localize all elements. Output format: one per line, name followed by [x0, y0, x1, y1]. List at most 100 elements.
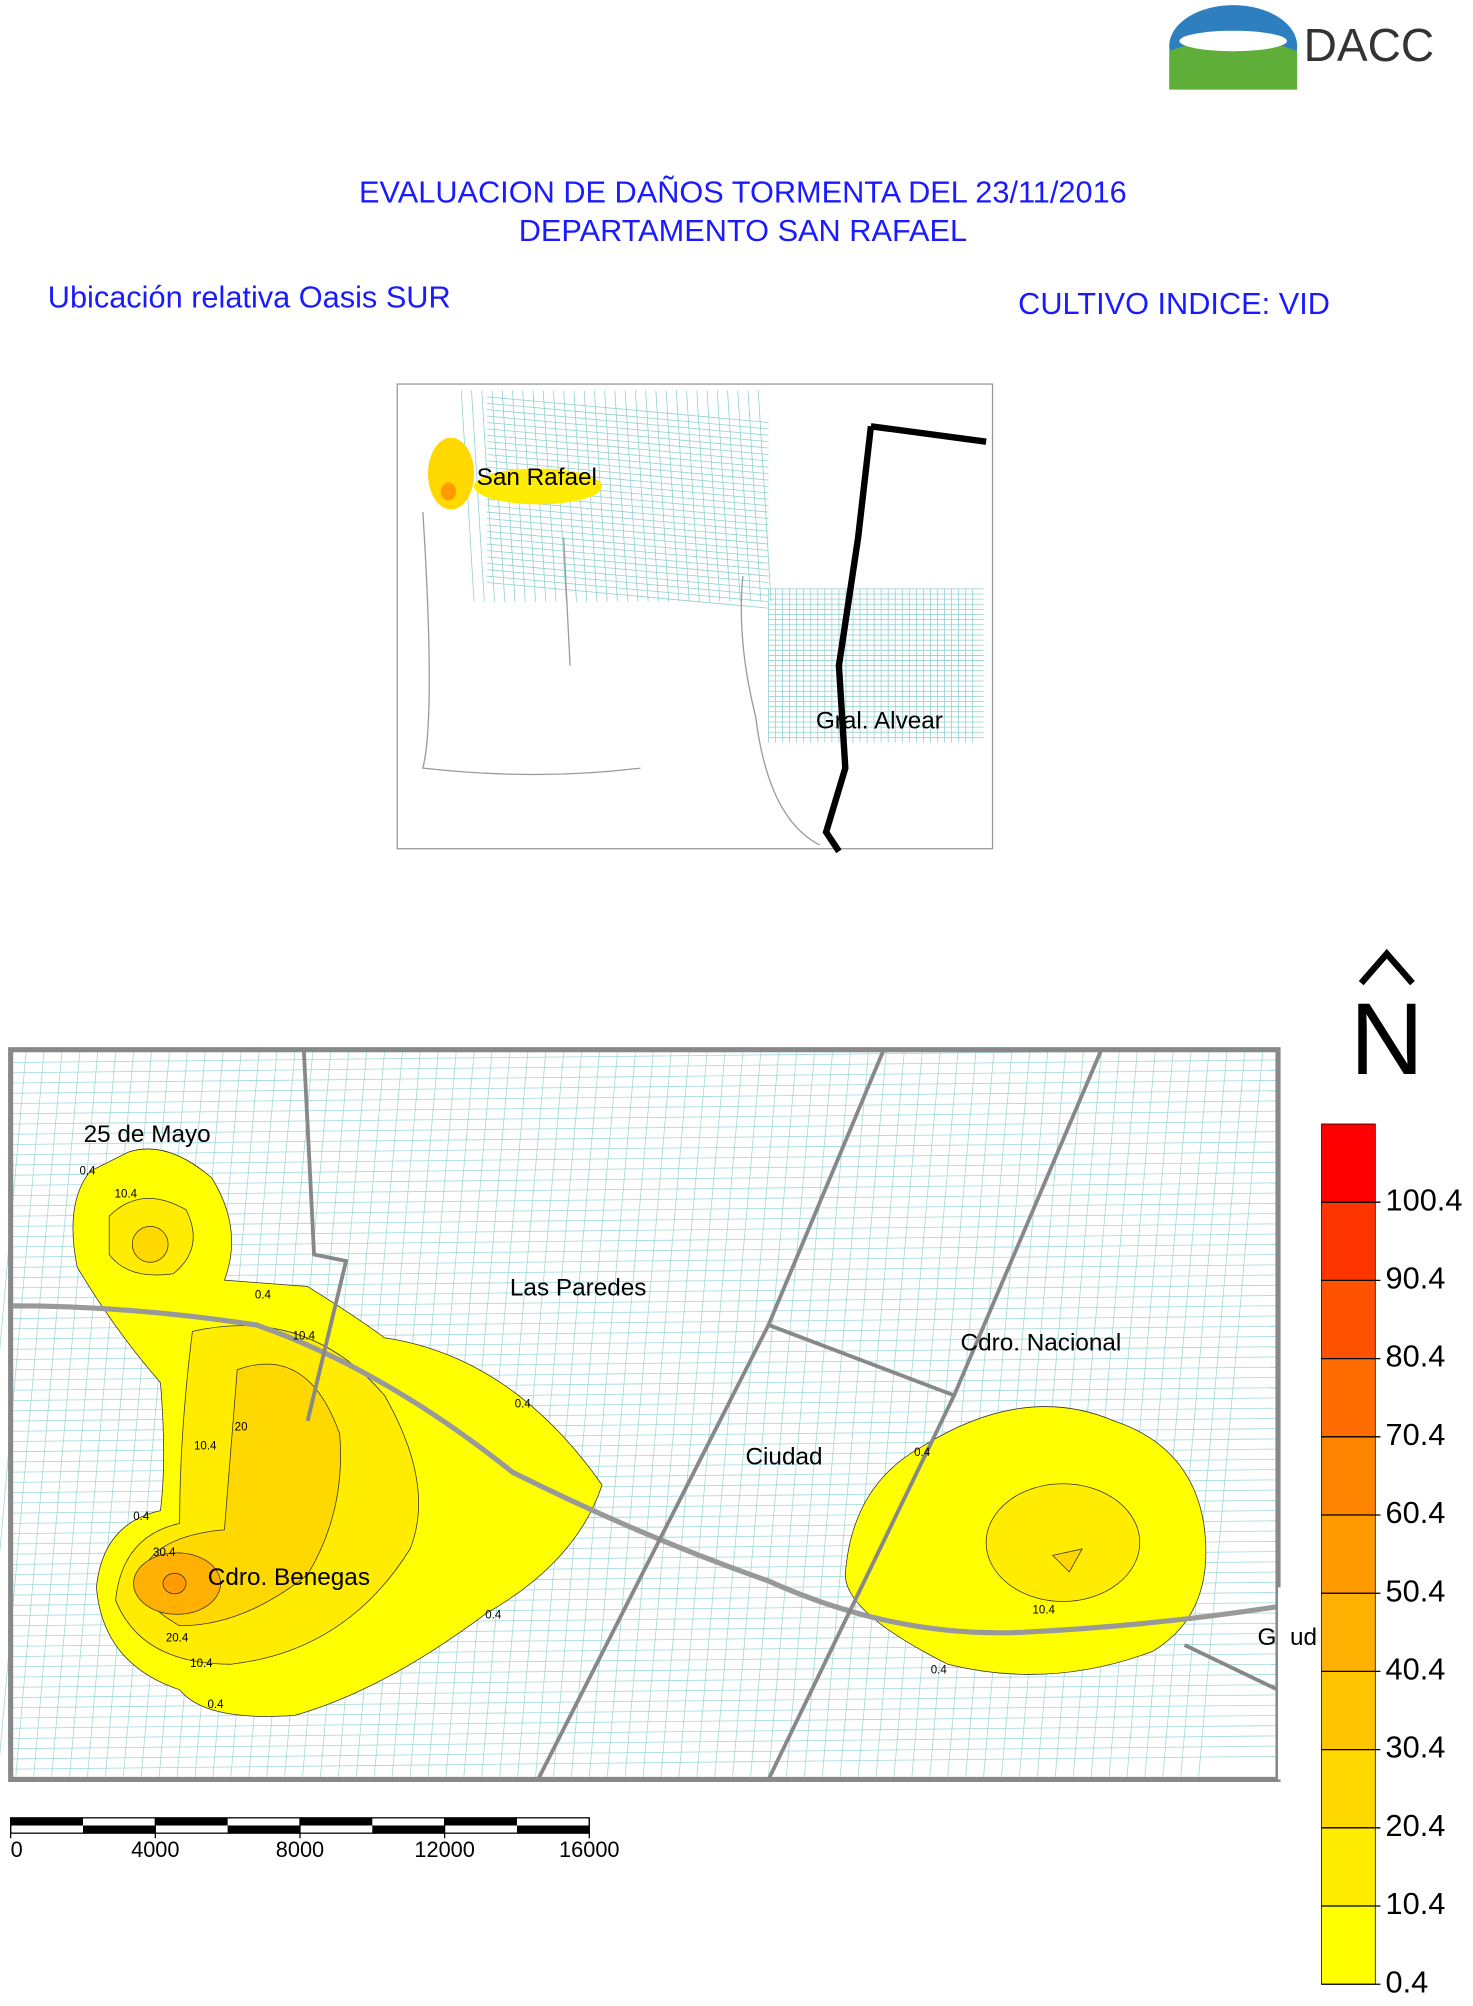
contour-label: 0.4 — [133, 1511, 150, 1523]
legend-swatch — [1321, 1123, 1376, 1203]
contour-label: 10.4 — [194, 1441, 217, 1453]
scale-segment — [10, 1817, 83, 1826]
street — [614, 390, 629, 602]
street — [13, 1755, 1276, 1770]
street — [486, 447, 769, 475]
legend-swatch — [1321, 1201, 1376, 1281]
scale-segment — [516, 1825, 590, 1834]
contour-label: 20 — [235, 1421, 248, 1433]
place-label: San Rafael — [477, 464, 597, 491]
street — [13, 1172, 1276, 1186]
street — [0, 1052, 27, 1352]
legend-label: 70.4 — [1386, 1417, 1446, 1452]
place-label: Cdro. Benegas — [208, 1564, 370, 1591]
street — [893, 1052, 959, 1777]
street — [757, 390, 772, 602]
legend-label: 10.4 — [1386, 1886, 1446, 1921]
legend-swatch — [1321, 1358, 1376, 1438]
street — [486, 524, 769, 551]
street — [486, 569, 769, 596]
place-label: Las Paredes — [510, 1275, 647, 1302]
scale-label: 8000 — [276, 1837, 324, 1862]
contour-label: 0.4 — [515, 1398, 532, 1410]
legend-label: 20.4 — [1386, 1808, 1446, 1843]
street — [553, 1052, 618, 1777]
contour-label: 30.4 — [153, 1547, 176, 1559]
street — [13, 1725, 1276, 1739]
street — [535, 1052, 600, 1777]
legend-label: 100.4 — [1386, 1182, 1463, 1217]
street — [737, 390, 751, 602]
street — [678, 1052, 744, 1777]
street — [13, 1110, 1276, 1125]
legend-swatch — [1321, 1749, 1376, 1829]
place-label: Cdro. Nacional — [961, 1330, 1122, 1357]
legend-swatch — [1321, 1514, 1376, 1594]
subtitle: CULTIVO INDICE: VID — [1018, 286, 1330, 321]
street — [486, 537, 769, 564]
street — [1180, 1052, 1246, 1777]
street — [13, 1080, 1276, 1094]
main-map: 0.4 10.4 0.4 10.4 10.4 20 0.4 30.4 20.4 10.4 0.4 0.… — [0, 1047, 1317, 1782]
street — [486, 582, 769, 609]
contour-label: 10.4 — [293, 1331, 316, 1343]
contour-label: 0.4 — [255, 1290, 272, 1302]
title: DEPARTAMENTO SAN RAFAEL — [519, 213, 967, 248]
scale-label: 16000 — [559, 1837, 619, 1862]
street — [486, 530, 769, 558]
contour-label: 10.4 — [115, 1188, 138, 1200]
street — [768, 1052, 833, 1777]
street — [665, 390, 680, 602]
legend-label: 80.4 — [1386, 1339, 1446, 1374]
street — [706, 390, 721, 602]
street — [13, 1069, 1276, 1084]
legend-label: 60.4 — [1386, 1495, 1446, 1530]
street — [13, 1059, 1276, 1074]
street — [594, 390, 608, 602]
scale-bar: 0 4000 8000 12000 16000 — [10, 1817, 620, 1862]
street — [486, 556, 769, 583]
contour-label: 0.4 — [931, 1665, 948, 1677]
legend-swatch — [1321, 1671, 1376, 1751]
legend-swatch — [1321, 1592, 1376, 1672]
street — [486, 543, 769, 571]
street — [839, 1052, 905, 1777]
place-label: Ciudad — [745, 1444, 822, 1471]
street — [606, 1052, 672, 1777]
legend-label: 50.4 — [1386, 1573, 1446, 1608]
contour-label: 20.4 — [166, 1633, 189, 1645]
contour-label: 10.4 — [1033, 1604, 1056, 1616]
scale-segment — [299, 1817, 373, 1826]
scale-label: 0 — [11, 1837, 23, 1862]
logo: DACC — [1169, 5, 1435, 90]
street — [645, 390, 659, 602]
legend-swatch — [1321, 1827, 1376, 1907]
street — [486, 575, 769, 603]
street — [624, 1052, 690, 1777]
legend-label: 40.4 — [1386, 1652, 1446, 1687]
street — [13, 1090, 1276, 1104]
street — [732, 1052, 798, 1777]
street — [803, 1052, 869, 1777]
street — [624, 390, 639, 602]
street — [471, 390, 485, 602]
street — [660, 1052, 726, 1777]
street — [13, 1121, 1276, 1135]
street — [486, 518, 769, 545]
street — [13, 1151, 1276, 1166]
street — [1162, 1052, 1228, 1777]
logo-text: DACC — [1304, 19, 1435, 71]
contour-label: 0.4 — [485, 1610, 502, 1622]
street — [570, 1052, 636, 1777]
street — [686, 390, 700, 602]
street — [486, 428, 769, 455]
scale-label: 12000 — [414, 1837, 474, 1862]
contour-label: 0.4 — [79, 1165, 96, 1177]
legend-label: 90.4 — [1386, 1260, 1446, 1295]
north-arrow — [1358, 948, 1415, 986]
street — [486, 511, 769, 539]
place-label: 25 de Mayo — [84, 1121, 211, 1148]
street — [747, 390, 762, 602]
street — [642, 1052, 708, 1777]
